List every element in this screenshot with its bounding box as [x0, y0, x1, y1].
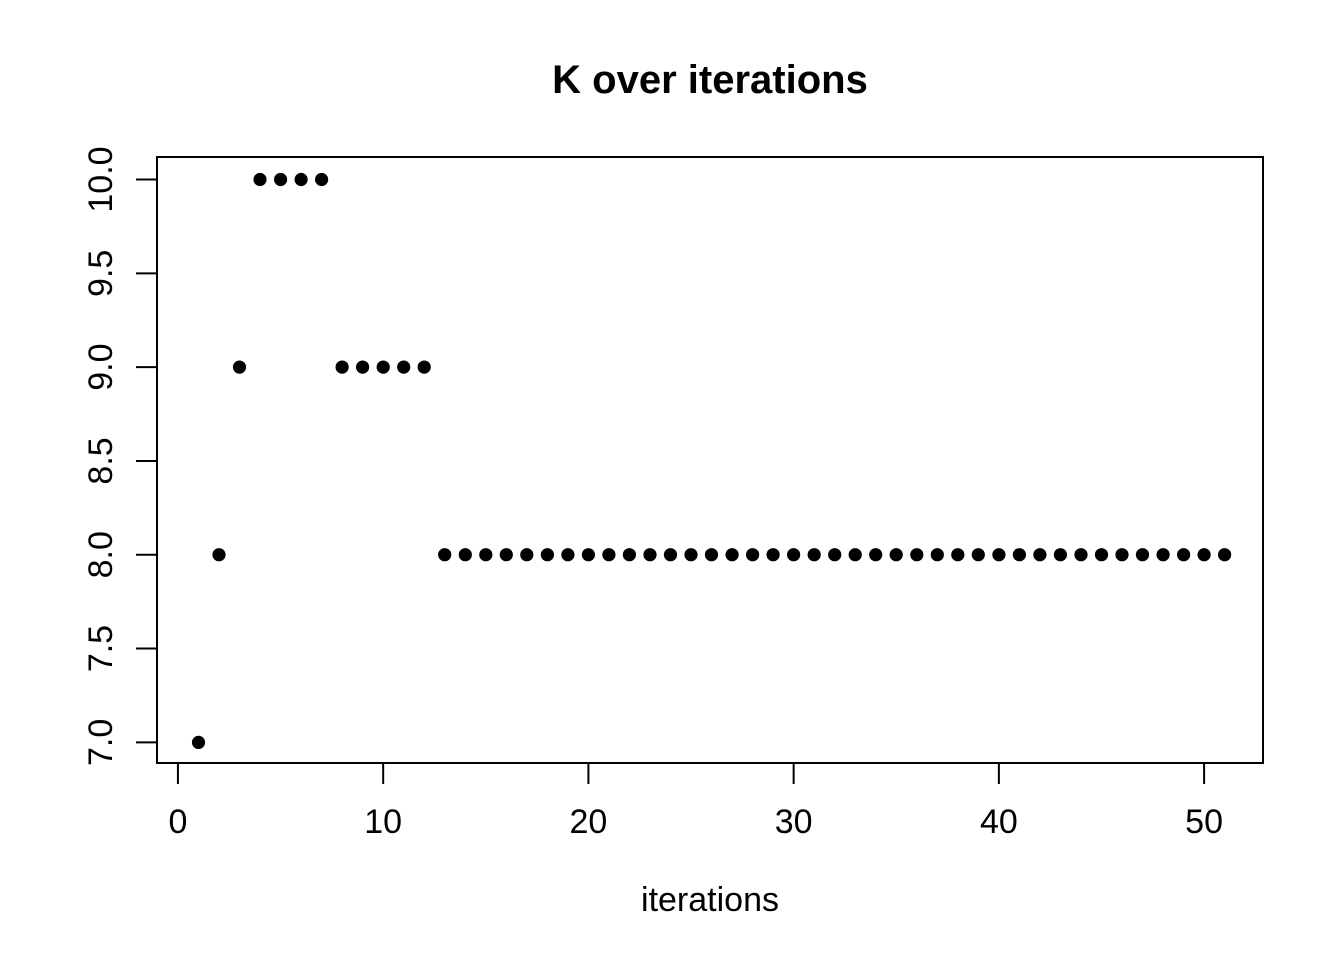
- data-point: [356, 360, 370, 374]
- x-tick-label: 20: [569, 803, 607, 841]
- data-point: [438, 548, 452, 562]
- data-point: [1135, 548, 1150, 562]
- data-point: [417, 360, 431, 374]
- data-point: [479, 548, 493, 562]
- data-point: [397, 360, 411, 374]
- data-point: [602, 548, 616, 562]
- data-point: [1033, 548, 1047, 562]
- data-point: [499, 548, 513, 562]
- data-point: [520, 548, 534, 562]
- data-point: [746, 548, 760, 562]
- data-point: [274, 172, 288, 187]
- x-tick-label: 40: [980, 803, 1018, 841]
- data-point: [1115, 548, 1129, 562]
- data-point: [232, 360, 247, 374]
- data-point: [684, 548, 698, 562]
- plot-box: [156, 156, 1264, 764]
- data-point: [787, 548, 801, 562]
- y-tick-label: 10.0: [82, 146, 120, 212]
- x-axis-label: iterations: [641, 881, 779, 919]
- y-tick-label: 7.5: [82, 625, 120, 672]
- y-tick-label: 9.5: [82, 250, 120, 297]
- data-points: [191, 172, 1232, 750]
- data-point: [622, 548, 637, 562]
- data-point: [540, 548, 555, 562]
- data-point: [561, 548, 575, 562]
- chart-title: K over iterations: [552, 58, 868, 102]
- data-point: [930, 548, 944, 562]
- x-tick-label: 10: [364, 803, 402, 841]
- data-point: [1094, 548, 1109, 562]
- x-tick-label: 30: [775, 803, 813, 841]
- x-tick-label: 50: [1185, 803, 1223, 841]
- data-point: [212, 548, 226, 562]
- data-point: [828, 548, 842, 562]
- y-tick-label: 9.0: [82, 343, 120, 390]
- y-tick-label: 8.5: [82, 437, 120, 484]
- data-point: [643, 548, 657, 562]
- data-point: [458, 548, 472, 562]
- data-point: [1074, 548, 1088, 562]
- data-point: [889, 548, 903, 562]
- data-point: [951, 548, 965, 562]
- data-point: [663, 548, 678, 562]
- data-point: [766, 548, 780, 562]
- data-point: [1197, 548, 1211, 562]
- y-axis-ticks: [136, 178, 157, 744]
- x-axis-tick-labels: 0 10 20 30 40 50: [168, 803, 1223, 841]
- data-point: [704, 548, 719, 562]
- data-point: [253, 172, 267, 187]
- y-tick-label: 7.0: [82, 719, 120, 766]
- y-tick-label: 8.0: [82, 531, 120, 578]
- data-point: [1156, 548, 1170, 562]
- data-point: [376, 360, 390, 374]
- y-axis-tick-labels: 7.0 7.5 8.0 8.5 9.0 9.5 10.0: [82, 146, 120, 766]
- data-point: [1177, 548, 1191, 562]
- data-point: [581, 548, 596, 562]
- data-point: [992, 548, 1006, 562]
- data-point: [191, 735, 206, 750]
- data-point: [1218, 548, 1232, 562]
- data-point: [869, 548, 883, 562]
- data-point: [1012, 548, 1026, 562]
- x-axis-ticks: [176, 763, 1206, 784]
- data-point: [294, 172, 308, 187]
- data-point: [725, 548, 739, 562]
- x-tick-label: 0: [168, 803, 187, 841]
- data-point: [848, 548, 862, 562]
- data-point: [1053, 548, 1067, 562]
- data-point: [910, 548, 924, 562]
- data-point: [315, 172, 329, 187]
- data-point: [335, 360, 349, 374]
- data-point: [807, 548, 821, 562]
- data-point: [971, 548, 985, 562]
